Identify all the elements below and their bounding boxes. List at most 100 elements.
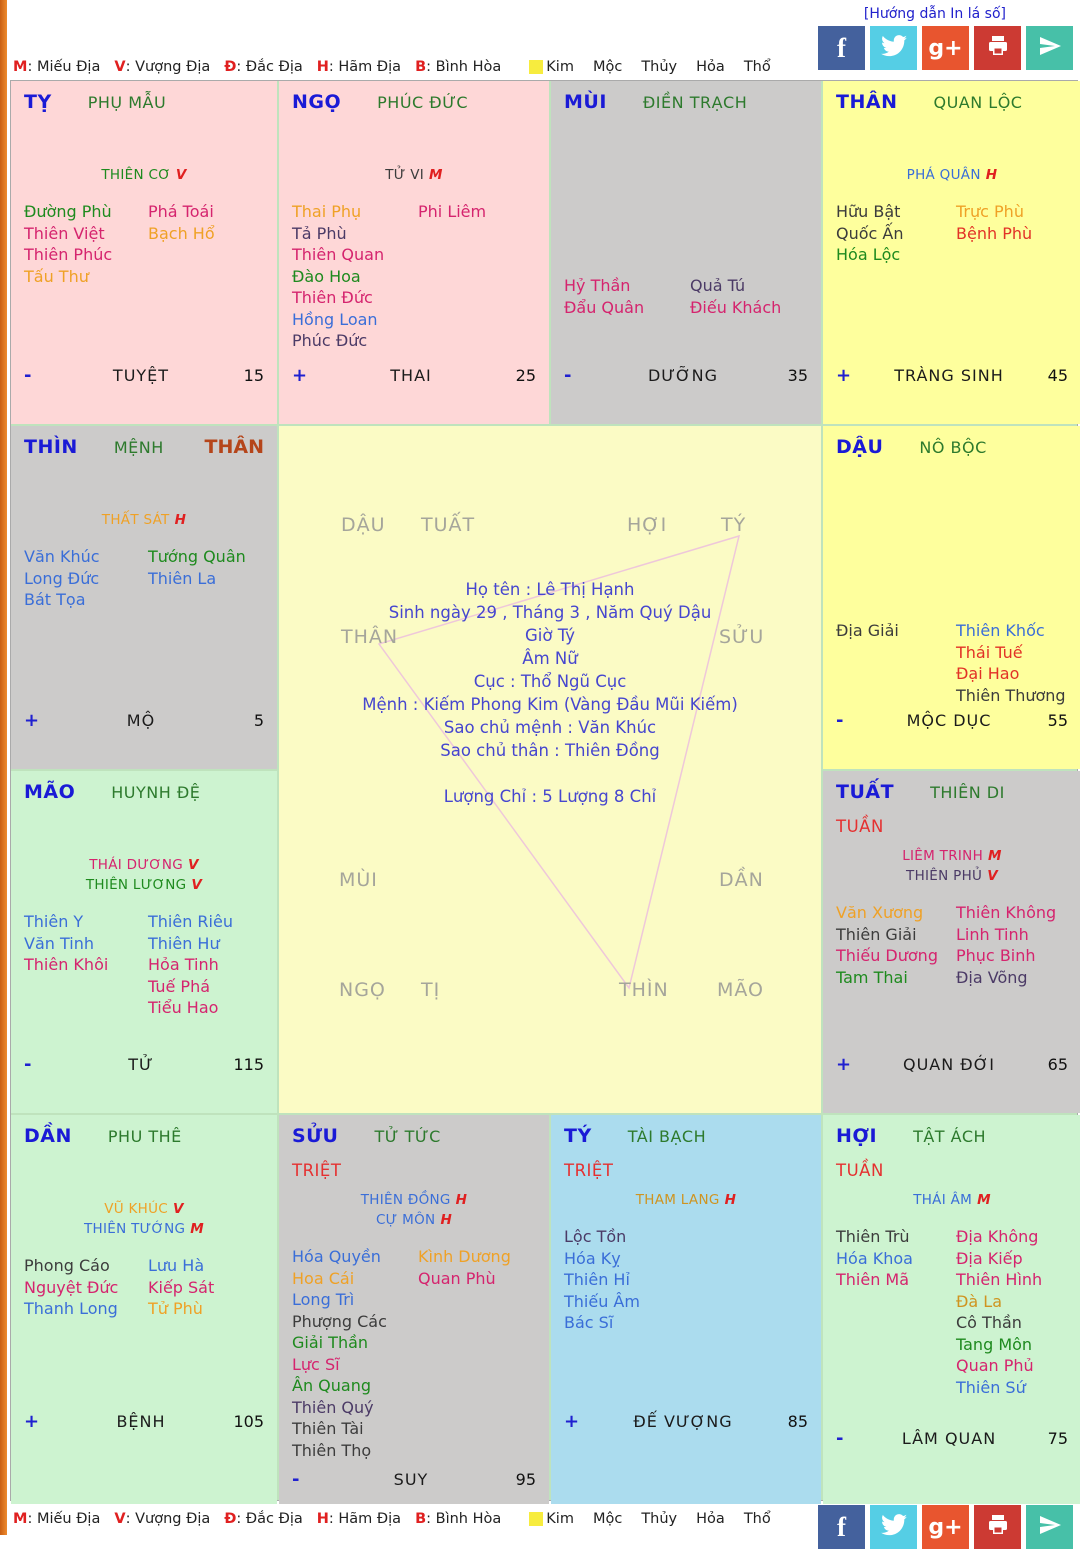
star-item: Thiên Mã [836,1270,910,1289]
element-swatch [529,1512,544,1526]
googleplus-button[interactable]: g+ [922,26,969,70]
main-star-grade: M [429,167,443,183]
main-stars: THIÊN ĐỒNG H CỰ MÔN H [292,1190,536,1230]
main-star: THAM LANG H [564,1190,808,1210]
palace-name: HUYNH ĐỆ [111,783,201,802]
main-star-name: THIÊN CƠ [101,167,171,183]
info-line: Họ tên : Lê Thị Hạnh [465,580,635,599]
main-star: LIÊM TRINH M [836,846,1068,866]
legend-grade: V: Vượng Địa [114,1511,211,1527]
star-column-left: Thai Phụ Tả Phù Thiên Quan Đào Hoa Thiên Đức… [292,201,414,352]
cycle-name: MỘC DỤC [906,711,992,730]
print-button[interactable] [974,26,1021,70]
info-line: Sinh ngày 29 , Tháng 3 , Năm Quý Dậu [388,603,712,622]
minor-stars: Địa Giải Thiên Khốc Thái Tuế Đại Hao Thiên T… [836,620,1068,706]
main-star: THIÊN TƯỚNG M [24,1219,264,1239]
star-item: Quan Phủ [956,1356,1034,1375]
cycle-row: + QUAN ĐỚI 65 [836,1054,1068,1075]
minor-stars: Thiên Trù Hóa Khoa Thiên Mã Địa Không Địa Ki… [836,1226,1068,1398]
element-label: Mộc [592,59,623,75]
cycle-row: + THAI 25 [292,365,536,386]
palace-header: THÂN QUAN LỘC [836,91,1068,113]
twitter-button[interactable] [870,1505,917,1549]
main-star-grade: V [175,167,187,183]
legend-grade: M: Miếu Địa [13,1511,101,1527]
star-item: Phúc Đức [292,331,368,350]
star-column-right: Trực Phù Bệnh Phù [952,201,1068,266]
ring-label: DẬU [341,514,386,536]
element-item: Thủy [641,1511,677,1527]
star-item: Hóa Kỵ [564,1248,621,1268]
main-star-grade: H [724,1192,737,1208]
palace-branch: MÃO [24,781,76,803]
palace-name: ĐIỀN TRẠCH [642,93,748,112]
palace-header: TỴ PHỤ MẪU [24,91,264,113]
print-icon [985,34,1011,62]
palace-mao: MÃO HUYNH ĐỆ THÁI DƯƠNG V THIÊN LƯƠNG V Thiên … [11,771,277,1113]
print-button[interactable] [974,1505,1021,1549]
cycle-sign: - [24,365,32,386]
minor-stars: Văn Xương Thiên Giải Thiếu Dương Tam Thai Th… [836,902,1068,988]
palace-header: DẬU NÔ BỘC [836,436,1068,458]
main-star-grade: V [191,877,203,893]
palace-name: PHÚC ĐỨC [377,93,469,112]
star-item: Tam Thai [836,967,908,987]
palace-hoi: HỢI TẬT ÁCH TUẦN THÁI ÂM M Thiên Trù Hóa Khoa T… [823,1115,1080,1504]
palace-ngo: NGỌ PHÚC ĐỨC TỬ VI M Thai Phụ Tả Phù Thiên Qua… [279,81,549,424]
palace-ty: TỴ PHỤ MẪU THIÊN CƠ V Đường Phù Thiên Việt Thi… [11,81,277,424]
palace-than: THÂN QUAN LỘC PHÁ QUÂN H Hữu Bật Quốc Ấn Hóa L… [823,81,1080,424]
legend-grade-label: Miếu Địa [36,59,101,75]
star-item: Phi Liêm [418,202,487,221]
legend-grade-label: Bình Hòa [435,1511,502,1527]
element-legend: Kim Mộc Thủy Hỏa Thổ [529,1511,789,1527]
cycle-sign: + [836,1054,852,1075]
star-column-left: Thiên Trù Hóa Khoa Thiên Mã [836,1226,952,1398]
legend-grade-label: Vượng Địa [135,59,211,75]
star-item: Hỏa Tinh [148,955,219,974]
palace-suu: SỬU TỬ TỨC TRIỆT THIÊN ĐỒNG H CỰ MÔN H Hóa Quyề… [279,1115,549,1504]
star-column-left: Hóa Quyền Hoa Cái Long Trì Phượng Các Giải T… [292,1246,414,1461]
send-button[interactable] [1026,26,1073,70]
legend-grade-label: Hãm Địa [338,59,402,75]
star-item: Hóa Quyền [292,1247,381,1266]
star-item: Địa Giải [836,621,899,640]
cycle-age: 105 [233,1412,264,1431]
cycle-row: - DƯỠNG 35 [564,365,808,386]
cycle-name: LÂM QUAN [901,1429,997,1448]
googleplus-button[interactable]: g+ [922,1505,969,1549]
palace-header: NGỌ PHÚC ĐỨC [292,91,536,113]
palace-header: TÝ TÀI BẠCH [564,1125,808,1147]
print-guide-link[interactable]: [Hướng dẫn In lá số] [863,6,1006,22]
star-item: Đại Hao [956,664,1020,683]
twitter-button[interactable] [870,26,917,70]
minor-stars: Đường Phù Thiên Việt Thiên Phúc Tấu Thư Phá … [24,201,264,287]
cycle-sign: + [24,1411,40,1432]
legend-grade: M: Miếu Địa [13,59,101,75]
star-item: Thiên Việt [24,223,105,243]
facebook-button[interactable]: f [818,1505,865,1549]
star-item: Phượng Các [292,1311,387,1331]
star-item: Thiên Hư [148,933,220,953]
main-stars: THÁI ÂM M [836,1190,1068,1210]
star-item: Thiên Hỉ [564,1270,630,1289]
element-label: Kim [546,1511,574,1527]
star-item: Địa Võng [956,967,1028,987]
palace-branch: THÂN [836,91,898,113]
star-item: Tướng Quân [148,547,246,566]
legend-grade-key: V [114,59,126,75]
cycle-name: BỆNH [116,1412,166,1431]
ring-label: SỬU [719,626,765,648]
facebook-button[interactable]: f [818,26,865,70]
cycle-name: TRÀNG SINH [894,366,1004,385]
star-item: Thiên Khốc [956,621,1045,640]
star-column-left: Địa Giải [836,620,952,706]
cycle-row: - LÂM QUAN 75 [836,1428,1068,1449]
send-button[interactable] [1026,1505,1073,1549]
cycle-age: 85 [787,1412,808,1431]
palace-tuat: TUẤT THIÊN DI TUẦN LIÊM TRINH M THIÊN PHỦ V Văn… [823,771,1080,1113]
legend-grade-label: Bình Hòa [435,59,502,75]
star-item: Địa Không [956,1227,1039,1246]
star-item: Thiên Khôi [24,955,109,974]
palace-special-marker: TUẦN [836,817,884,836]
palace-name: PHỤ MẪU [87,93,167,112]
